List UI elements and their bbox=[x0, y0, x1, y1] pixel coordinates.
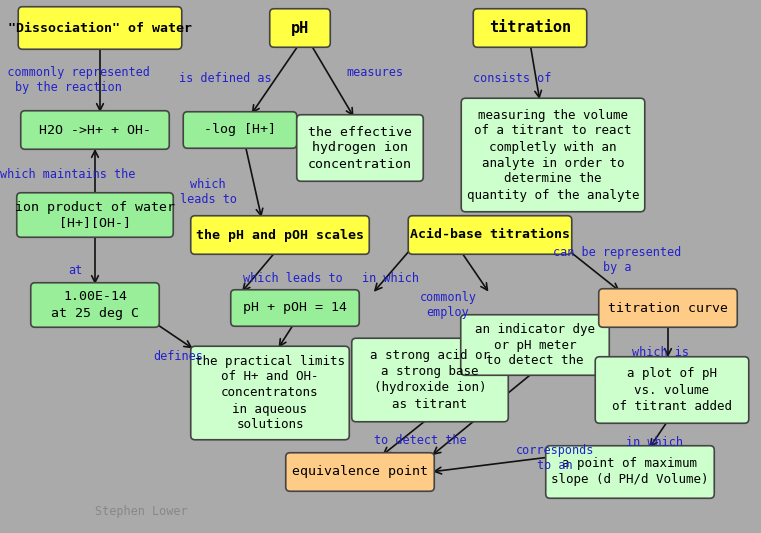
FancyBboxPatch shape bbox=[231, 290, 359, 326]
FancyBboxPatch shape bbox=[460, 314, 610, 375]
Text: titration: titration bbox=[489, 20, 571, 36]
Text: titration curve: titration curve bbox=[608, 302, 728, 314]
Text: 1.00E-14
at 25 deg C: 1.00E-14 at 25 deg C bbox=[51, 290, 139, 319]
Text: ion product of water
[H+][OH-]: ion product of water [H+][OH-] bbox=[15, 200, 175, 230]
Text: can be represented
by a: can be represented by a bbox=[553, 246, 681, 274]
Text: the practical limits
of H+ and OH-
concentratons
in aqueous
solutions: the practical limits of H+ and OH- conce… bbox=[195, 354, 345, 432]
FancyBboxPatch shape bbox=[297, 115, 423, 181]
Text: the effective
hydrogen ion
concentration: the effective hydrogen ion concentration bbox=[308, 125, 412, 171]
FancyBboxPatch shape bbox=[17, 193, 174, 237]
Text: -log [H+]: -log [H+] bbox=[204, 124, 276, 136]
FancyBboxPatch shape bbox=[21, 111, 169, 149]
Text: Stephen Lower: Stephen Lower bbox=[95, 505, 188, 519]
Text: pH: pH bbox=[291, 20, 309, 36]
Text: a point of maximum
slope (d PH/d Volume): a point of maximum slope (d PH/d Volume) bbox=[551, 457, 708, 487]
Text: is defined as: is defined as bbox=[179, 71, 272, 85]
Text: which maintains the: which maintains the bbox=[0, 168, 135, 182]
FancyBboxPatch shape bbox=[461, 98, 645, 212]
Text: an indicator dye
or pH meter
to detect the: an indicator dye or pH meter to detect t… bbox=[475, 322, 595, 367]
FancyBboxPatch shape bbox=[599, 289, 737, 327]
FancyBboxPatch shape bbox=[546, 446, 715, 498]
Text: which leads to: which leads to bbox=[243, 271, 342, 285]
Text: to detect the: to detect the bbox=[374, 433, 466, 447]
FancyBboxPatch shape bbox=[285, 453, 435, 491]
FancyBboxPatch shape bbox=[191, 346, 349, 440]
Text: pH + pOH = 14: pH + pOH = 14 bbox=[243, 302, 347, 314]
Text: defines: defines bbox=[153, 350, 203, 362]
Text: measures: measures bbox=[346, 66, 403, 78]
FancyBboxPatch shape bbox=[595, 357, 749, 423]
Text: the pH and pOH scales: the pH and pOH scales bbox=[196, 229, 364, 241]
Text: equivalence point: equivalence point bbox=[292, 465, 428, 479]
Text: is commonly represented
by the reaction: is commonly represented by the reaction bbox=[0, 66, 150, 94]
FancyBboxPatch shape bbox=[183, 112, 297, 148]
Text: commonly
employ: commonly employ bbox=[419, 291, 476, 319]
FancyBboxPatch shape bbox=[18, 7, 182, 49]
Text: in which: in which bbox=[626, 437, 683, 449]
Text: which is: which is bbox=[632, 345, 689, 359]
Text: which
leads to: which leads to bbox=[180, 178, 237, 206]
Text: measuring the volume
of a titrant to react
completly with an
analyte in order to: measuring the volume of a titrant to rea… bbox=[466, 109, 639, 201]
Text: at: at bbox=[68, 263, 82, 277]
Text: a plot of pH
vs. volume
of titrant added: a plot of pH vs. volume of titrant added bbox=[612, 367, 732, 413]
FancyBboxPatch shape bbox=[269, 9, 330, 47]
Text: Acid-base titrations: Acid-base titrations bbox=[410, 229, 570, 241]
Text: consists of: consists of bbox=[473, 71, 551, 85]
FancyBboxPatch shape bbox=[30, 282, 159, 327]
Text: corresponds
to an: corresponds to an bbox=[516, 444, 594, 472]
FancyBboxPatch shape bbox=[191, 216, 369, 254]
Text: in which: in which bbox=[361, 271, 419, 285]
FancyBboxPatch shape bbox=[473, 9, 587, 47]
Text: "Dissociation" of water: "Dissociation" of water bbox=[8, 21, 192, 35]
Text: a strong acid or
a strong base
(hydroxide ion)
as titrant: a strong acid or a strong base (hydroxid… bbox=[370, 350, 490, 410]
FancyBboxPatch shape bbox=[352, 338, 508, 422]
Text: H2O ->H+ + OH-: H2O ->H+ + OH- bbox=[39, 124, 151, 136]
FancyBboxPatch shape bbox=[408, 216, 572, 254]
